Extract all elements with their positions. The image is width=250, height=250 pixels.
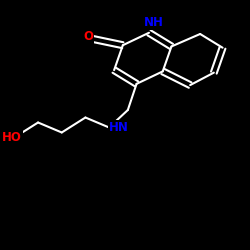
Text: HN: HN [109, 121, 129, 134]
Text: O: O [83, 30, 93, 43]
Text: HO: HO [2, 131, 22, 144]
Text: NH: NH [144, 16, 164, 29]
